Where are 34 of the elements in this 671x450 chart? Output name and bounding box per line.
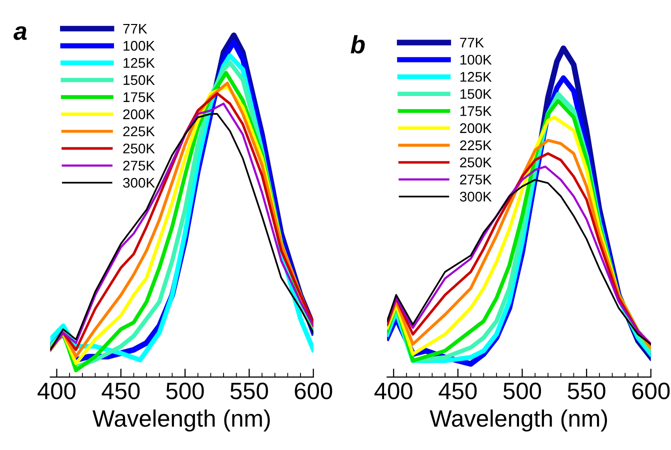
- legend-label: 225K: [123, 126, 155, 136]
- x-axis-title: Wavelength (nm): [92, 410, 270, 432]
- legend-label: 77K: [460, 38, 484, 48]
- chart-title: a: [14, 26, 27, 40]
- legend-label: 200K: [460, 123, 492, 134]
- x-tick-label: 550: [568, 382, 606, 400]
- legend-label: 175K: [460, 106, 492, 116]
- legend-label: 175K: [124, 92, 155, 102]
- legend-label: 100K: [460, 54, 492, 65]
- legend-label: 275K: [123, 160, 155, 171]
- legend-label: 150K: [460, 89, 492, 99]
- x-tick-label: 600: [632, 382, 670, 400]
- legend-label: 150K: [124, 75, 155, 85]
- legend-label: 200K: [123, 109, 155, 120]
- x-tick-label: 500: [166, 382, 204, 400]
- x-tick-label: 450: [102, 382, 140, 400]
- chart-title: b: [350, 35, 365, 54]
- x-tick-label: 450: [438, 382, 477, 400]
- legend-label: 225K: [460, 140, 492, 150]
- legend-label: 100K: [124, 40, 155, 51]
- legend-label: 300K: [123, 178, 155, 188]
- x-tick-label: 400: [374, 382, 412, 400]
- legend-label: 250K: [123, 144, 155, 154]
- x-tick-label: 550: [230, 382, 268, 400]
- x-tick-label: 500: [503, 382, 542, 400]
- x-axis-title: Wavelength (nm): [430, 410, 607, 432]
- x-tick-label: 400: [38, 382, 76, 400]
- legend-label: 125K: [460, 72, 492, 82]
- legend-label: 77K: [123, 24, 148, 34]
- legend-label: 300K: [460, 192, 492, 202]
- legend-label: 275K: [460, 174, 492, 184]
- x-tick-label: 600: [294, 382, 332, 400]
- legend-label: 250K: [460, 158, 492, 168]
- legend-label: 125K: [124, 58, 155, 68]
